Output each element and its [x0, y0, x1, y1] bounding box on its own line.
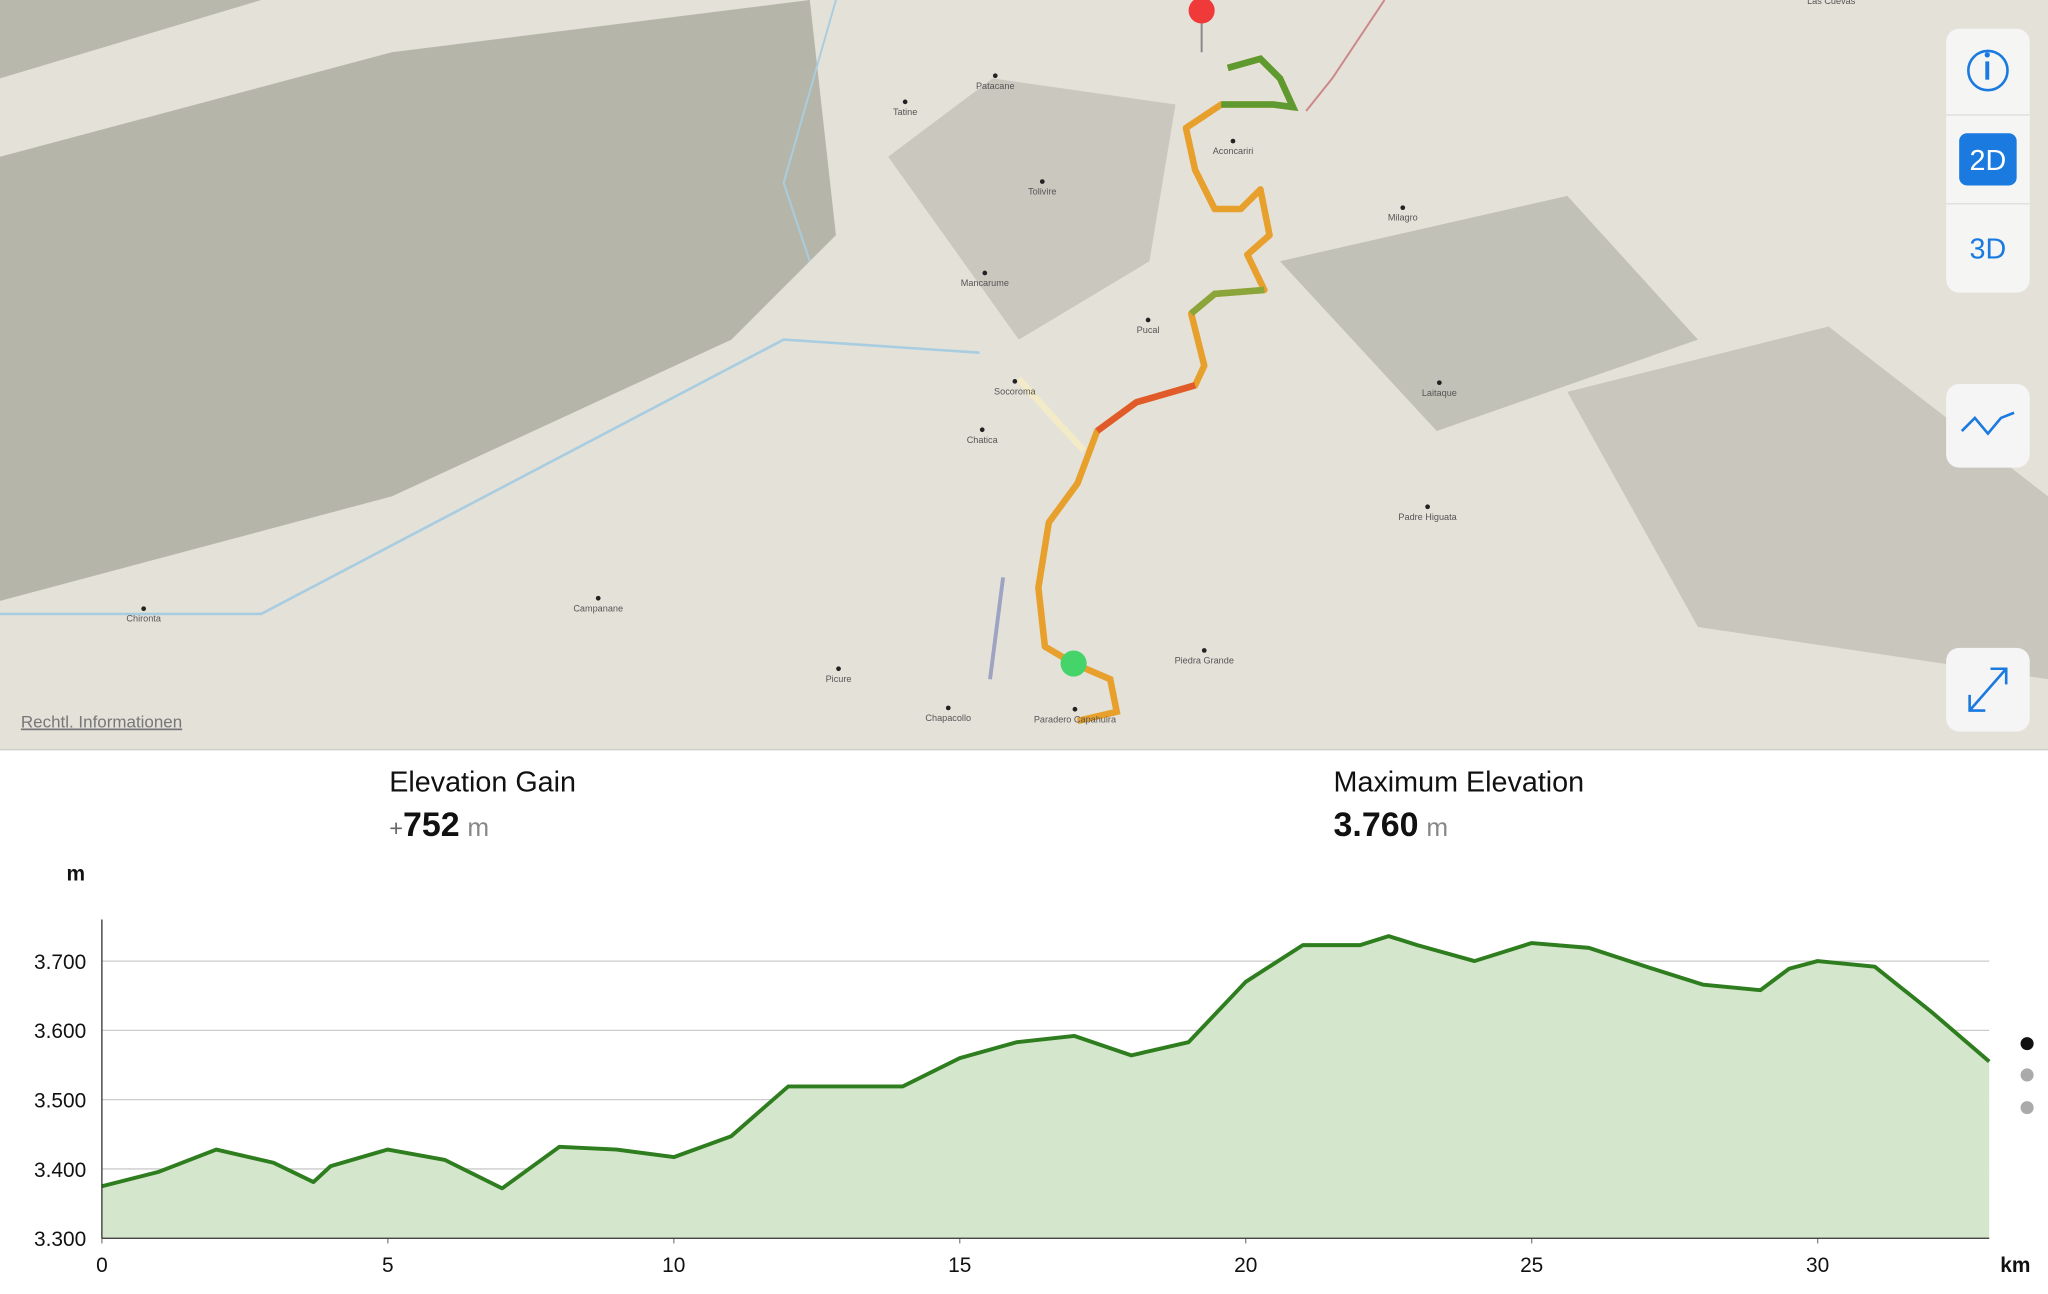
place-dot: [1039, 179, 1045, 184]
place-dot: [1201, 648, 1207, 653]
place-label: Piedra Grande: [1175, 656, 1234, 666]
page-dot[interactable]: [2020, 1068, 2034, 1082]
y-axis-label: m: [66, 862, 85, 885]
place-dot: [1145, 317, 1151, 323]
x-tick-label: 5: [382, 1254, 394, 1277]
place-label: Campanane: [573, 603, 623, 613]
place-label: Padre Higuata: [1398, 512, 1457, 522]
place-dot: [1400, 205, 1406, 211]
place-dot: [945, 705, 951, 711]
x-tick-label: 15: [948, 1254, 971, 1277]
x-axis-label: km: [2000, 1254, 2030, 1277]
x-tick-label: 20: [1234, 1254, 1257, 1277]
elevation-line: [101, 934, 1991, 1191]
stat-value: 3.760 m: [1334, 806, 1449, 844]
3d-button[interactable]: 3D: [1970, 234, 2007, 266]
stat-value: +752 m: [389, 806, 489, 844]
x-tick-label: 30: [1806, 1254, 1829, 1277]
page-dot[interactable]: [2020, 1037, 2034, 1051]
place-label: Aconcariri: [1213, 146, 1254, 156]
place-dot: [141, 606, 147, 612]
2d-button[interactable]: 2D: [1970, 145, 2007, 177]
legal-link[interactable]: Rechtl. Informationen: [21, 713, 182, 732]
place-label: Chatica: [967, 435, 999, 445]
place-dot: [1425, 504, 1430, 510]
profile-button[interactable]: [1946, 384, 2030, 468]
place-label: Tatine: [893, 107, 917, 117]
x-tick-label: 25: [1520, 1254, 1543, 1277]
place-label: Chapacollo: [925, 713, 971, 723]
place-dot: [992, 73, 998, 79]
x-tick-label: 10: [662, 1254, 685, 1277]
y-tick-label: 3.600: [34, 1020, 86, 1043]
place-label: Patacane: [976, 81, 1015, 91]
place-label: Milagro: [1388, 213, 1418, 223]
stat-label: Maximum Elevation: [1334, 767, 1585, 799]
info-button[interactable]: [1967, 49, 2009, 92]
stat-number: 3.760: [1334, 806, 1419, 844]
stat-label: Elevation Gain: [389, 767, 576, 799]
page-dot[interactable]: [2020, 1101, 2034, 1115]
x-tick-label: 0: [96, 1254, 108, 1277]
place-dot: [1072, 706, 1078, 712]
elevation-area: [101, 936, 1990, 1239]
place-dot: [1436, 380, 1442, 386]
place-label: Picure: [826, 674, 852, 684]
stat-unit: m: [467, 812, 489, 842]
place-dot: [902, 99, 908, 105]
place-label: Las Cuevas: [1807, 0, 1856, 6]
place-dot: [982, 270, 988, 276]
y-tick-label: 3.700: [34, 951, 86, 974]
place-label: Mancarume: [961, 278, 1009, 288]
place-label: Paradero Capahuira: [1034, 714, 1117, 724]
place-dot: [979, 427, 985, 433]
place-dot: [1230, 138, 1236, 144]
y-tick-label: 3.500: [34, 1089, 86, 1112]
stat-number: 752: [403, 806, 460, 844]
place-dot: [836, 666, 841, 672]
place-label: Laitaque: [1422, 388, 1457, 398]
place-dot: [595, 595, 601, 601]
stat-unit: m: [1426, 812, 1448, 842]
place-label: Chironta: [126, 614, 161, 624]
place-label: Tolivire: [1028, 187, 1056, 197]
place-label: Socoroma: [994, 386, 1037, 396]
y-tick-label: 3.400: [34, 1159, 86, 1182]
y-tick-label: 3.300: [34, 1228, 86, 1251]
map[interactable]: Tatine Patacane Aconcariri Tolivire Milagro M…: [0, 0, 2048, 750]
stat-sign: +: [389, 815, 403, 841]
place-label: Pucal: [1137, 325, 1160, 335]
place-dot: [1012, 379, 1018, 384]
